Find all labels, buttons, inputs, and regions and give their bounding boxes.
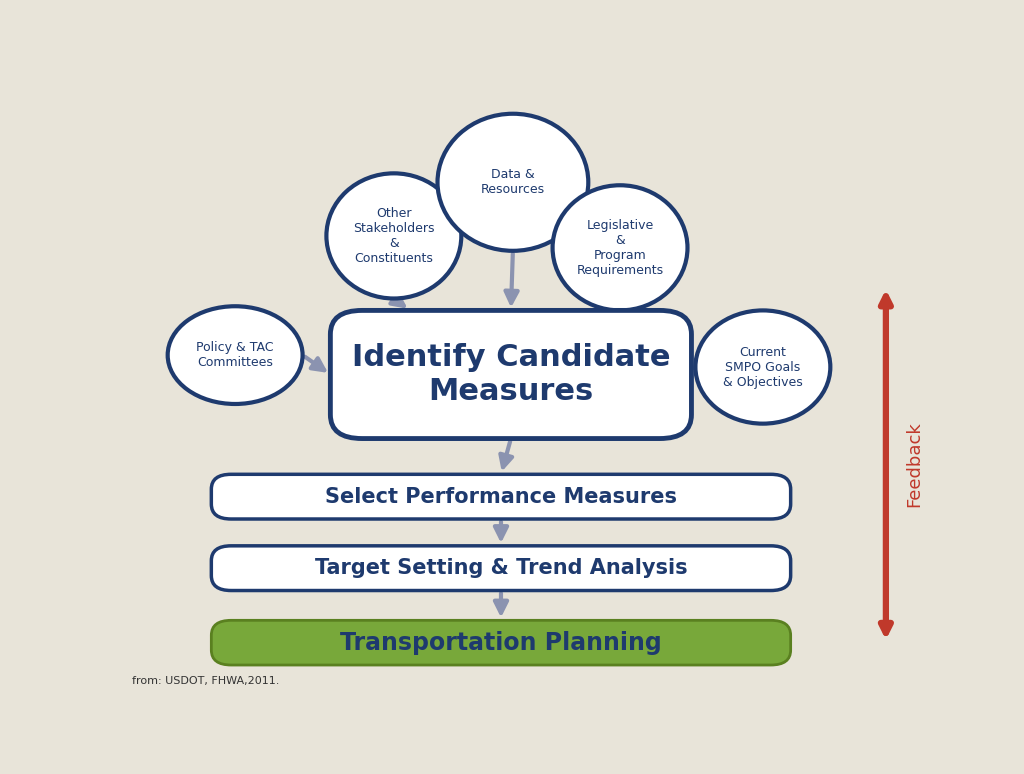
FancyBboxPatch shape	[211, 620, 791, 665]
Ellipse shape	[327, 173, 462, 299]
Ellipse shape	[553, 185, 687, 310]
Text: Identify Candidate
Measures: Identify Candidate Measures	[351, 343, 670, 406]
Ellipse shape	[168, 307, 303, 404]
Text: Other
Stakeholders
&
Constituents: Other Stakeholders & Constituents	[353, 207, 434, 265]
Text: Feedback: Feedback	[905, 422, 924, 508]
Text: Current
SMPO Goals
& Objectives: Current SMPO Goals & Objectives	[723, 345, 803, 389]
FancyBboxPatch shape	[211, 546, 791, 591]
Ellipse shape	[437, 114, 588, 251]
FancyBboxPatch shape	[211, 474, 791, 519]
FancyBboxPatch shape	[331, 310, 691, 439]
Text: from: USDOT, FHWA,2011.: from: USDOT, FHWA,2011.	[132, 676, 280, 686]
Ellipse shape	[695, 310, 830, 423]
Text: Data &
Resources: Data & Resources	[481, 168, 545, 197]
Text: Policy & TAC
Committees: Policy & TAC Committees	[197, 341, 273, 369]
Text: Target Setting & Trend Analysis: Target Setting & Trend Analysis	[314, 558, 687, 578]
Text: Transportation Planning: Transportation Planning	[340, 631, 662, 655]
Text: Legislative
&
Program
Requirements: Legislative & Program Requirements	[577, 219, 664, 277]
Text: Select Performance Measures: Select Performance Measures	[325, 487, 677, 507]
